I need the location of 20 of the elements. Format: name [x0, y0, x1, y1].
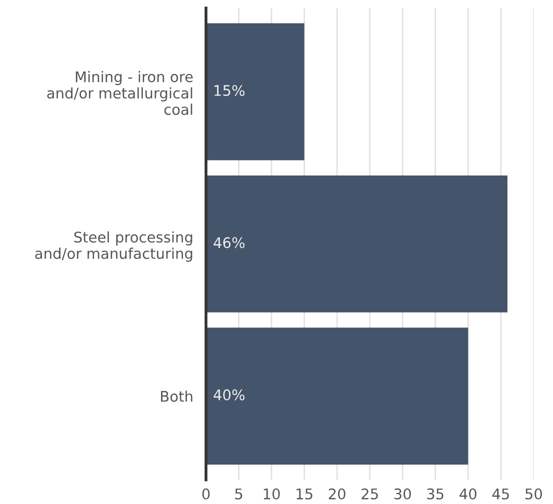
- bar: [206, 328, 468, 465]
- data-label: 46%: [214, 237, 245, 248]
- x-tick-label: 25: [362, 488, 378, 500]
- x-tick-label: 35: [427, 488, 444, 500]
- data-label: 40%: [214, 389, 245, 400]
- y-tick-label: Both: [161, 390, 192, 402]
- x-tick-label: 15: [296, 488, 312, 500]
- data-label: 15%: [214, 84, 245, 96]
- x-tick-label: 10: [264, 488, 280, 500]
- x-tick-label: 50: [525, 488, 542, 500]
- x-tick-label: 20: [328, 488, 346, 500]
- x-tick-label: 0: [202, 488, 210, 500]
- x-tick-label: 45: [492, 488, 509, 500]
- bar: [206, 175, 508, 312]
- x-tick-label: 30: [394, 488, 411, 500]
- x-tick-label: 5: [235, 488, 242, 500]
- y-tick-label: Mining - iron ore and/or metallurgical coal: [47, 71, 193, 115]
- bar: [206, 23, 304, 160]
- y-tick-label: Steel processing and/or manufacturing: [35, 231, 192, 262]
- x-tick-label: 40: [460, 488, 476, 500]
